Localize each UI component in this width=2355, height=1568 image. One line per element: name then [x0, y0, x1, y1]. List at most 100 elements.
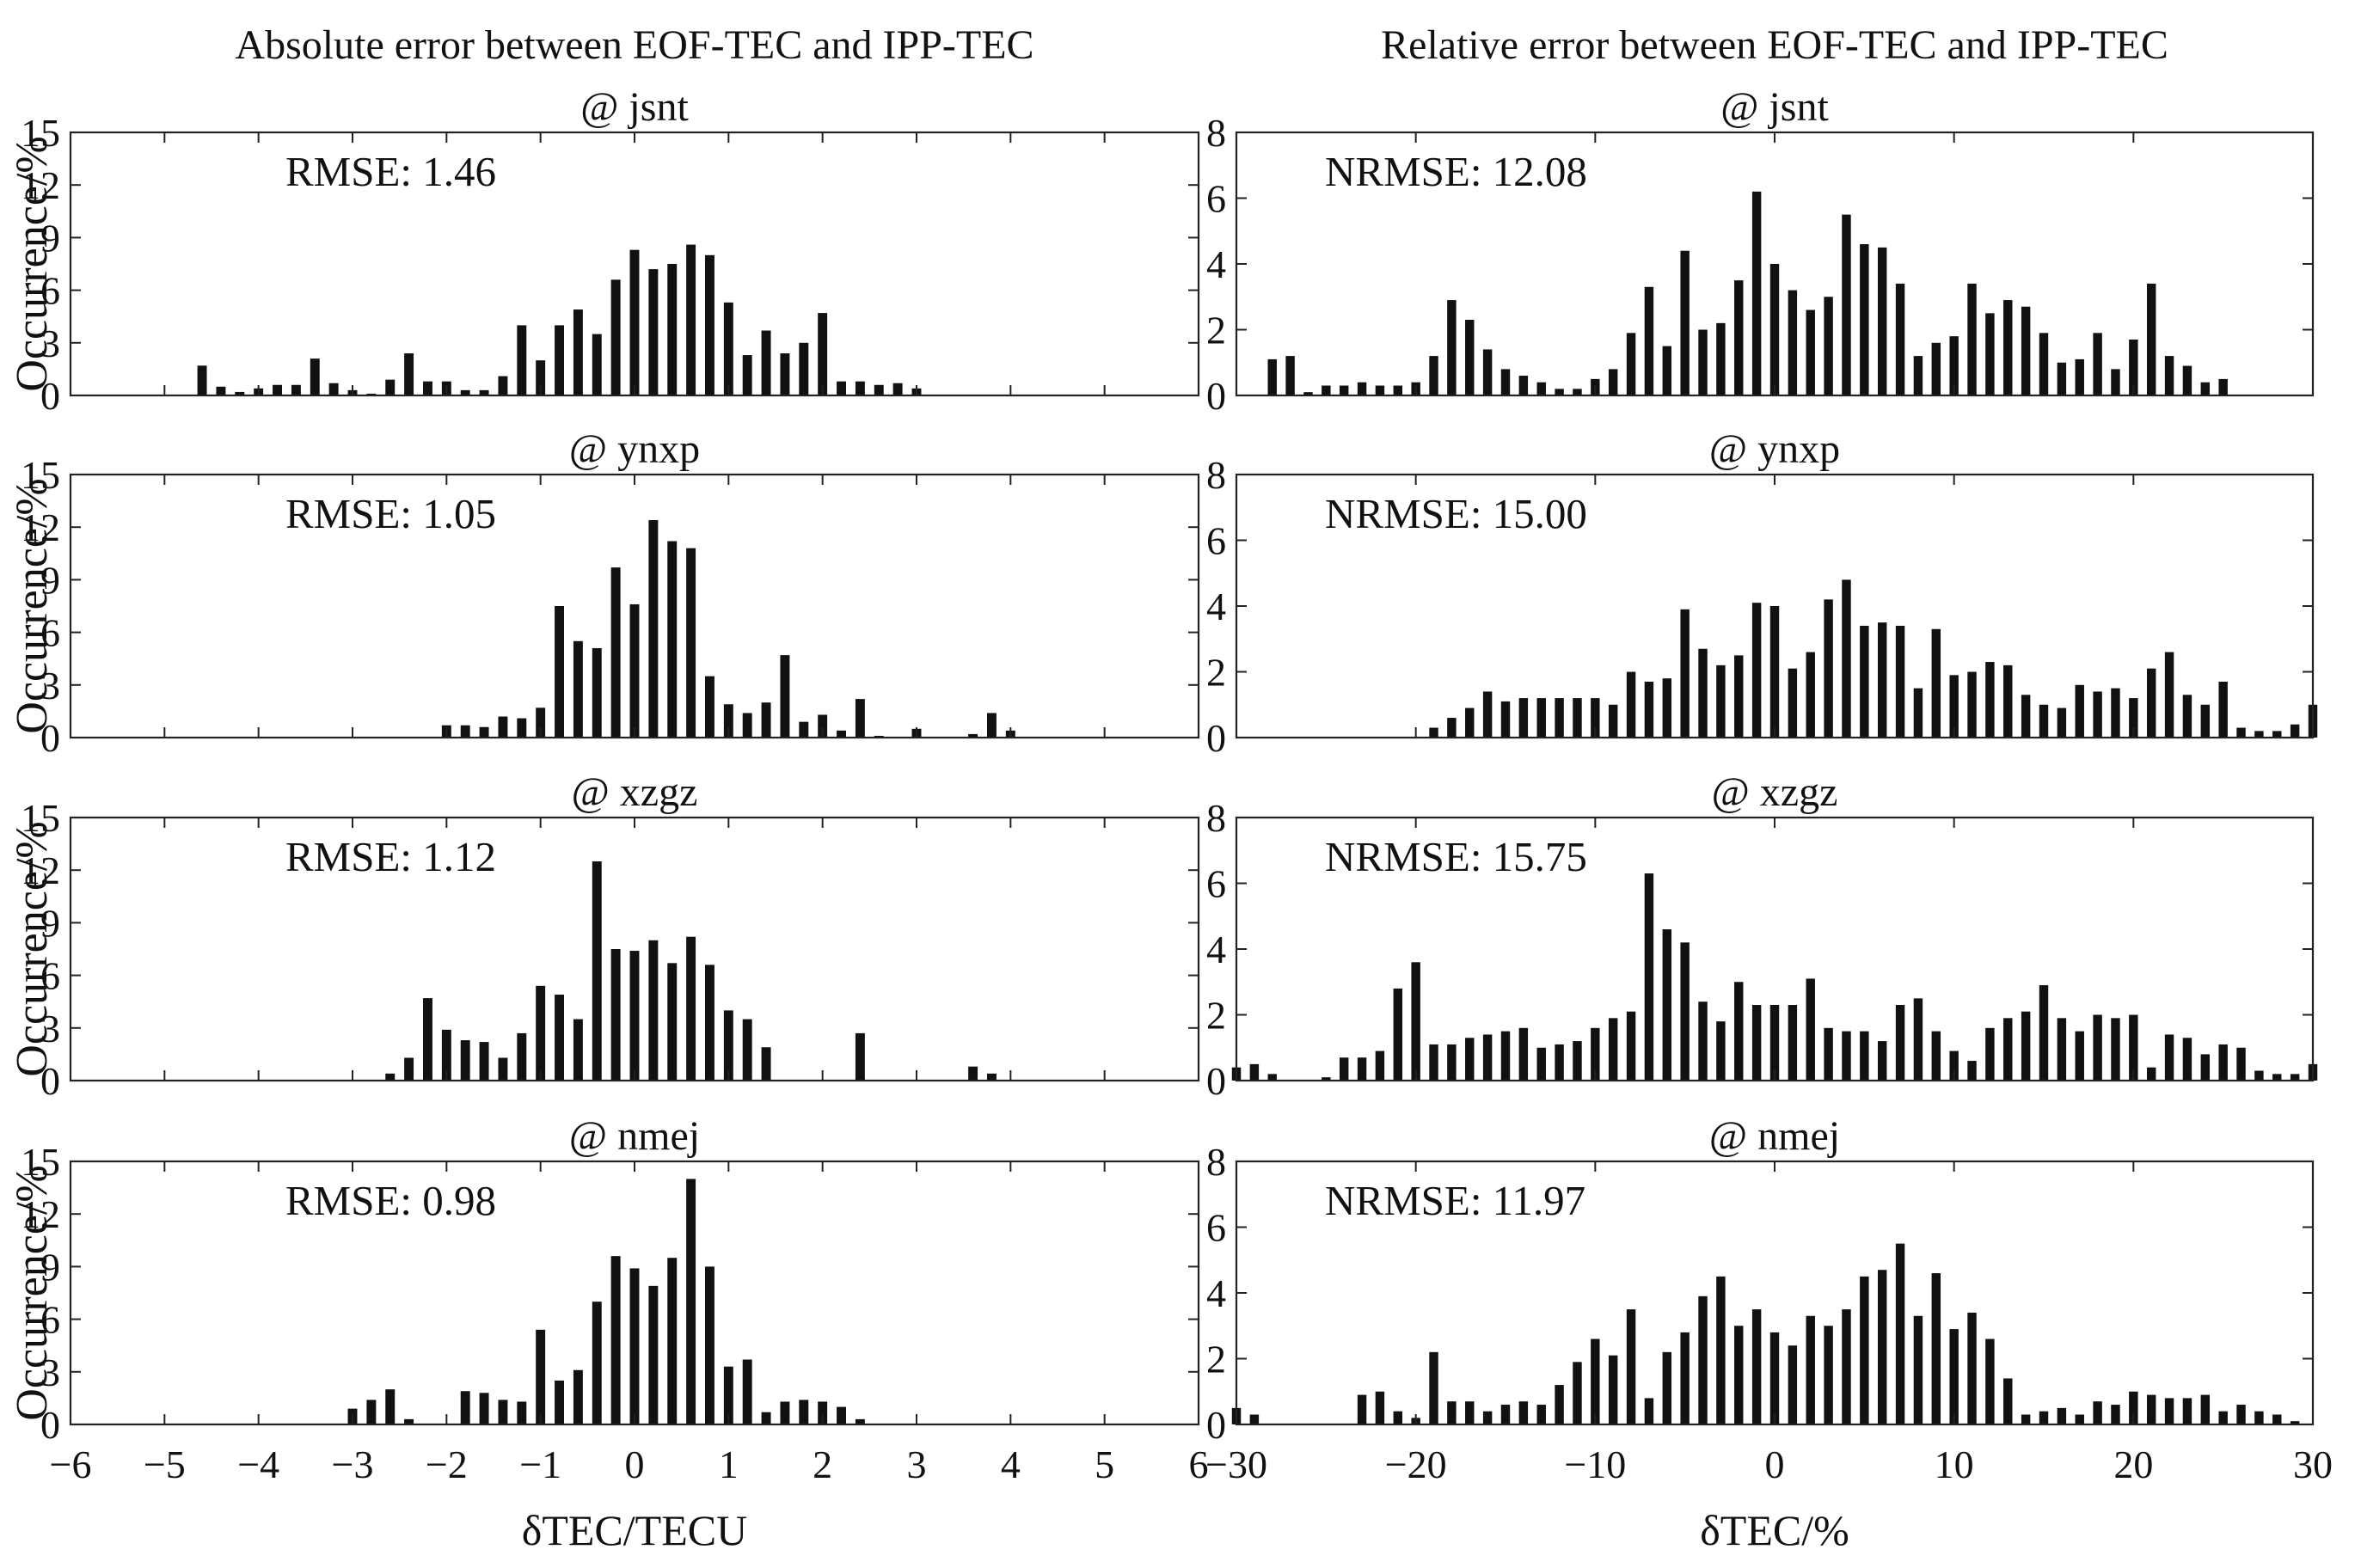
- bar: [1608, 1355, 1618, 1424]
- bar: [479, 389, 489, 395]
- bar: [385, 1073, 396, 1081]
- bar: [1806, 652, 1815, 738]
- bar: [536, 985, 546, 1081]
- y-tick-label: 8: [1206, 1140, 1226, 1184]
- bar: [1482, 691, 1493, 738]
- y-tick-label: 6: [40, 954, 60, 998]
- bar: [423, 381, 432, 395]
- bar: [423, 998, 432, 1081]
- bar: [1303, 392, 1313, 395]
- bar: [1967, 1312, 1977, 1424]
- bar: [1555, 1044, 1564, 1081]
- bar: [460, 1391, 470, 1424]
- bar: [837, 730, 846, 738]
- bar: [2290, 724, 2300, 738]
- bar: [2057, 362, 2067, 395]
- bar: [610, 1256, 621, 1424]
- bar: [2021, 1414, 2031, 1424]
- bar: [855, 381, 865, 395]
- bar: [1626, 333, 1636, 395]
- x-tick-label: 10: [1935, 1442, 1974, 1486]
- bar: [2146, 668, 2156, 738]
- bar: [517, 325, 527, 395]
- bar: [1644, 1398, 1654, 1424]
- bar: [1698, 1295, 1708, 1424]
- bar: [536, 1329, 546, 1424]
- bar: [1518, 1027, 1529, 1081]
- bar: [1591, 1338, 1600, 1424]
- bar: [855, 1418, 865, 1424]
- bar: [1249, 1063, 1260, 1081]
- bar: [1644, 286, 1654, 395]
- x-tick-label: 0: [1765, 1442, 1785, 1486]
- bar: [1806, 309, 1815, 395]
- bar: [2057, 1018, 2067, 1081]
- bar: [1536, 1405, 1546, 1424]
- bar: [2182, 365, 2192, 395]
- bar: [987, 713, 997, 738]
- bar: [1465, 320, 1475, 395]
- panel-abs-ynxp: @ ynxp 0 3 6 9 12 15 RMSE: 1.05 Occurrence/%: [8, 426, 1200, 760]
- y-tick-label: 2: [1206, 994, 1226, 1038]
- bar: [742, 355, 752, 395]
- bar: [1573, 698, 1582, 738]
- bar: [1339, 1057, 1349, 1081]
- bar: [2111, 1405, 2120, 1424]
- bar: [799, 721, 809, 738]
- bar: [592, 1302, 602, 1424]
- bar: [629, 603, 640, 738]
- bar: [1769, 1332, 1780, 1424]
- bar: [1931, 628, 1941, 738]
- y-tick-label: 3: [40, 1007, 60, 1050]
- bar: [1985, 662, 1995, 738]
- panel-rel-ynxp: @ ynxp 0 2 4 6 8 NRMSE: 15.00: [1206, 426, 2318, 760]
- bar: [1249, 1414, 1260, 1424]
- bar: [498, 716, 508, 738]
- bar: [1267, 1074, 1277, 1081]
- y-tick-label: 0: [40, 374, 60, 418]
- y-tick-label: 8: [1206, 453, 1226, 497]
- bar: [517, 1401, 527, 1424]
- y-tick-label: 9: [40, 558, 60, 602]
- bar: [1662, 346, 1672, 395]
- bar: [573, 640, 583, 738]
- x-tick-label: 20: [2113, 1442, 2153, 1486]
- x-tick-label: −20: [1385, 1442, 1447, 1486]
- bar: [1465, 1038, 1475, 1081]
- bar: [1860, 1031, 1869, 1081]
- bar: [1536, 698, 1546, 738]
- bar: [291, 384, 301, 395]
- bar: [1967, 671, 1977, 738]
- y-tick-label: 6: [40, 611, 60, 655]
- bar: [2164, 356, 2174, 395]
- bar: [1716, 1021, 1726, 1081]
- bar: [573, 1019, 583, 1081]
- bar: [2146, 1067, 2156, 1081]
- bar: [1608, 369, 1618, 395]
- y-tick-label: 9: [40, 216, 60, 260]
- bar: [1913, 998, 1923, 1081]
- bar: [1285, 356, 1295, 395]
- panel-rel-xzgz: @ xzgz 0 2 4 6 8 NRMSE: 15.75: [1206, 769, 2318, 1103]
- rmse-annotation: RMSE: 1.46: [285, 148, 496, 195]
- bar: [610, 567, 621, 738]
- bar: [498, 1400, 508, 1424]
- bar: [667, 541, 678, 738]
- bar: [2146, 283, 2156, 395]
- bar: [799, 1400, 809, 1424]
- bar: [761, 1412, 771, 1424]
- bar: [1949, 1050, 1959, 1081]
- bar: [1644, 681, 1654, 738]
- bar: [1895, 625, 1905, 738]
- bar: [648, 520, 659, 738]
- bar: [2093, 691, 2102, 738]
- bar: [2129, 339, 2138, 395]
- x-tick-label: −6: [50, 1442, 92, 1486]
- bar: [667, 264, 678, 395]
- bar: [761, 1047, 771, 1081]
- bar: [1573, 1041, 1582, 1081]
- bar: [1555, 698, 1564, 738]
- bar: [1591, 1027, 1600, 1081]
- bar: [498, 376, 508, 395]
- x-tick-label: 5: [1095, 1442, 1114, 1486]
